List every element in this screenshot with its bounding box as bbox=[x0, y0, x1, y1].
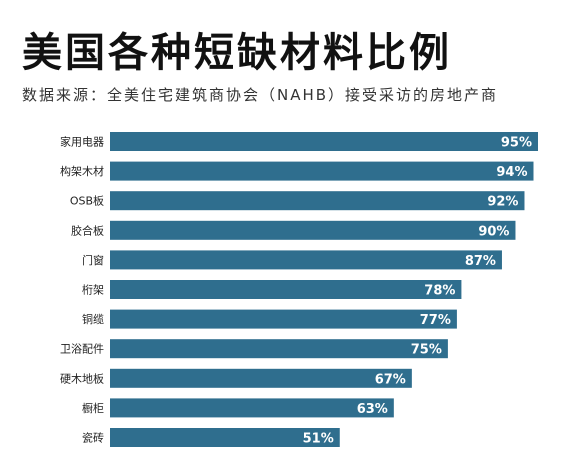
value-label: 51% bbox=[303, 432, 334, 447]
chart-title: 美国各种短缺材料比例 bbox=[22, 30, 452, 76]
value-label: 78% bbox=[424, 284, 455, 299]
value-label: 95% bbox=[501, 136, 532, 151]
bar bbox=[110, 309, 457, 329]
category-label: 瓷砖 bbox=[82, 431, 104, 445]
category-label: 桁架 bbox=[82, 283, 104, 297]
value-label: 90% bbox=[478, 224, 509, 239]
value-label: 92% bbox=[487, 195, 518, 210]
category-label: 硬木地板 bbox=[60, 371, 104, 385]
bar bbox=[110, 428, 340, 447]
value-label: 63% bbox=[357, 402, 388, 417]
bar bbox=[110, 191, 525, 211]
value-label: 75% bbox=[411, 343, 442, 358]
category-label: 铜缆 bbox=[82, 312, 104, 326]
value-label: 77% bbox=[420, 313, 451, 328]
bar bbox=[110, 398, 394, 418]
bar bbox=[110, 132, 538, 151]
category-label: OSB板 bbox=[70, 194, 104, 208]
bar bbox=[110, 368, 412, 388]
chart-subtitle: 数据来源：全美住宅建筑商协会（NAHB）接受采访的房地产商 bbox=[22, 86, 499, 104]
bar bbox=[110, 250, 502, 270]
value-label: 87% bbox=[465, 254, 496, 269]
category-label: 门窗 bbox=[82, 253, 104, 267]
category-label: 构架木材 bbox=[60, 164, 104, 178]
bar bbox=[110, 220, 516, 240]
bar bbox=[110, 339, 448, 359]
category-label: 家用电器 bbox=[60, 135, 104, 149]
category-label: 卫浴配件 bbox=[60, 343, 104, 356]
category-label: 橱柜 bbox=[82, 401, 104, 415]
bar bbox=[110, 161, 534, 181]
category-label: 胶合板 bbox=[71, 223, 104, 237]
value-label: 94% bbox=[496, 165, 527, 180]
value-label: 67% bbox=[375, 372, 406, 387]
bar bbox=[110, 280, 462, 299]
